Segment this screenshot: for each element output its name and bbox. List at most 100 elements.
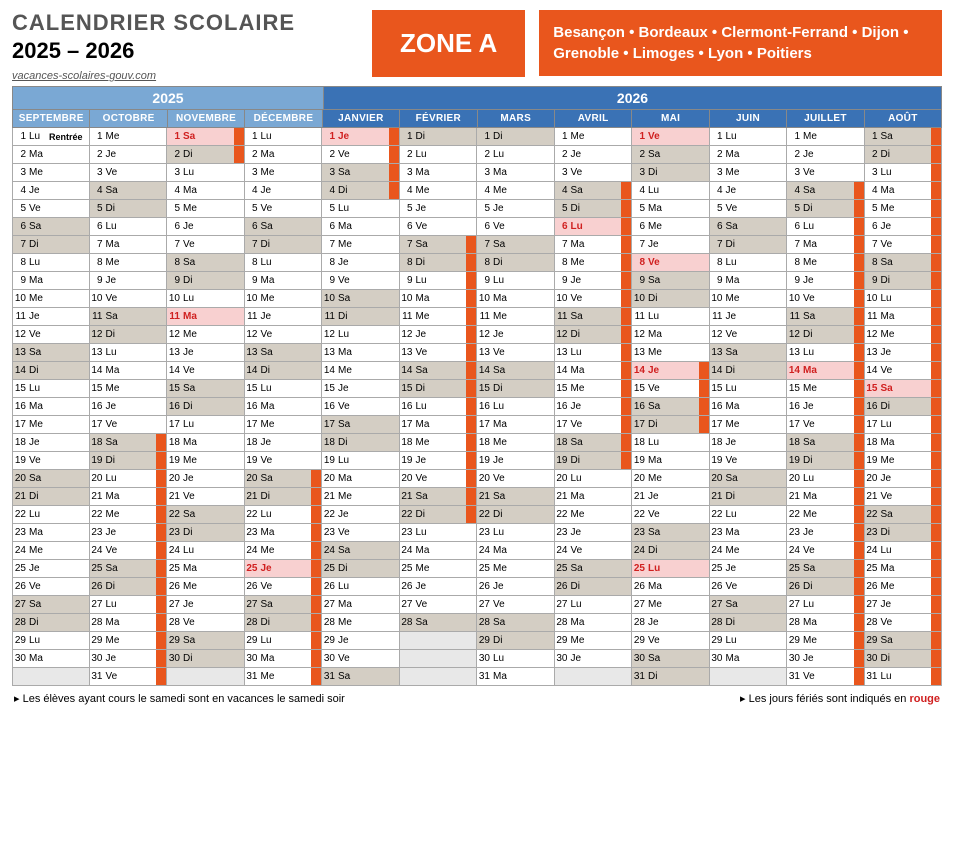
day-cell: 21Ma (90, 488, 168, 506)
vacation-bar (621, 380, 631, 397)
month-column: 1Me2Je3Ve4Sa5Di6Lu7Ma8Me9Je10Ve11Sa12Di1… (787, 128, 865, 686)
day-cell: 12Ve (12, 326, 90, 344)
vacation-bar (931, 596, 941, 613)
day-cell: 25Ma (167, 560, 245, 578)
day-cell: 8Me (90, 254, 168, 272)
day-cell: 15Lu (245, 380, 323, 398)
vacation-bar (466, 272, 476, 289)
vacation-bar (699, 398, 709, 415)
day-cell: 30Ve (322, 650, 400, 668)
vacation-bar (931, 614, 941, 631)
day-cell: 18Ma (167, 434, 245, 452)
day-cell: 25Sa (90, 560, 168, 578)
months-row: SEPTEMBREOCTOBRENOVEMBREDÉCEMBREJANVIERF… (12, 110, 942, 128)
day-cell: 4Je (12, 182, 90, 200)
vacation-bar (466, 380, 476, 397)
vacation-bar (156, 452, 166, 469)
day-cell: 25Me (477, 560, 555, 578)
day-cell: 22Ve (632, 506, 710, 524)
day-cell: 24Me (245, 542, 323, 560)
day-cell: 27Lu (90, 596, 168, 614)
day-cell: 17Ve (787, 416, 865, 434)
day-cell: 13Me (632, 344, 710, 362)
day-cell: 9Lu (400, 272, 478, 290)
vacation-bar (311, 668, 321, 685)
day-cell: 17Me (12, 416, 90, 434)
day-cell: 25Me (400, 560, 478, 578)
vacation-bar (466, 308, 476, 325)
day-cell: 29Me (787, 632, 865, 650)
month-column: 1Je2Ve3Sa4Di5Lu6Ma7Me8Je9Ve10Sa11Di12Lu1… (322, 128, 400, 686)
day-cell: 23Je (787, 524, 865, 542)
day-cell: 12Me (167, 326, 245, 344)
vacation-bar (931, 344, 941, 361)
vacation-bar (311, 614, 321, 631)
vacation-bar (466, 326, 476, 343)
day-cell: 12Ma (632, 326, 710, 344)
day-cell: 7Di (12, 236, 90, 254)
footer-right: ▸ Les jours fériés sont indiqués en roug… (740, 692, 940, 705)
vacation-bar (854, 326, 864, 343)
vacation-bar (931, 434, 941, 451)
vacation-bar (931, 254, 941, 271)
vacation-bar (466, 254, 476, 271)
day-cell: 1Me (555, 128, 633, 146)
day-cell: 16Je (555, 398, 633, 416)
day-cell: 23Je (90, 524, 168, 542)
day-cell: 10Me (12, 290, 90, 308)
day-cell: 8Sa (167, 254, 245, 272)
day-cell: 22Lu (245, 506, 323, 524)
day-cell: 26Ve (12, 578, 90, 596)
vacation-bar (311, 542, 321, 559)
vacation-bar (931, 182, 941, 199)
day-cell: 24Ve (555, 542, 633, 560)
vacation-bar (854, 578, 864, 595)
vacation-bar (621, 362, 631, 379)
day-cell: 1Di (400, 128, 478, 146)
vacation-bar (466, 416, 476, 433)
vacation-bar (931, 470, 941, 487)
day-cell: 24Me (12, 542, 90, 560)
vacation-bar (854, 200, 864, 217)
vacation-bar (621, 218, 631, 235)
day-cell: 14Ma (90, 362, 168, 380)
day-cell: 27Ve (477, 596, 555, 614)
day-cell: 11Je (245, 308, 323, 326)
month-header: JANVIER (323, 110, 400, 128)
month-column: 1Di2Lu3Ma4Me5Je6Ve7Sa8Di9Lu10Ma11Me12Je1… (400, 128, 478, 686)
day-cell: 5Lu (322, 200, 400, 218)
vacation-bar (311, 650, 321, 667)
month-header: MAI (632, 110, 709, 128)
day-cell: 7Sa (400, 236, 478, 254)
day-cell: 9Ve (322, 272, 400, 290)
day-cell: 19Ve (12, 452, 90, 470)
day-cell: 4Di (322, 182, 400, 200)
vacation-bar (621, 344, 631, 361)
day-cell: 30Sa (632, 650, 710, 668)
vacation-bar (621, 326, 631, 343)
day-cell: 31Ve (90, 668, 168, 686)
day-cell: 26Lu (322, 578, 400, 596)
day-cell: 7Di (245, 236, 323, 254)
vacation-bar (621, 290, 631, 307)
day-cell: 10Ve (555, 290, 633, 308)
day-cell: 25Sa (555, 560, 633, 578)
day-cell: 22Me (555, 506, 633, 524)
day-cell: 18Je (245, 434, 323, 452)
day-cell: 12Ve (245, 326, 323, 344)
day-cell: 18Sa (787, 434, 865, 452)
vacation-bar (854, 560, 864, 577)
day-cell: 26Me (167, 578, 245, 596)
day-cell: 24Lu (865, 542, 943, 560)
day-cell: 11Ma (865, 308, 943, 326)
day-cell: 15Lu (12, 380, 90, 398)
day-cell: 1Sa (865, 128, 943, 146)
day-cell: 15Lu (710, 380, 788, 398)
day-cell (710, 668, 788, 686)
day-cell: 1Lu (245, 128, 323, 146)
day-cell: 1LuRentrée (12, 128, 90, 146)
day-cell: 12Je (477, 326, 555, 344)
month-header: NOVEMBRE (168, 110, 245, 128)
day-cell: 2Ma (12, 146, 90, 164)
source-link[interactable]: vacances-scolaires-gouv.com (12, 70, 156, 82)
